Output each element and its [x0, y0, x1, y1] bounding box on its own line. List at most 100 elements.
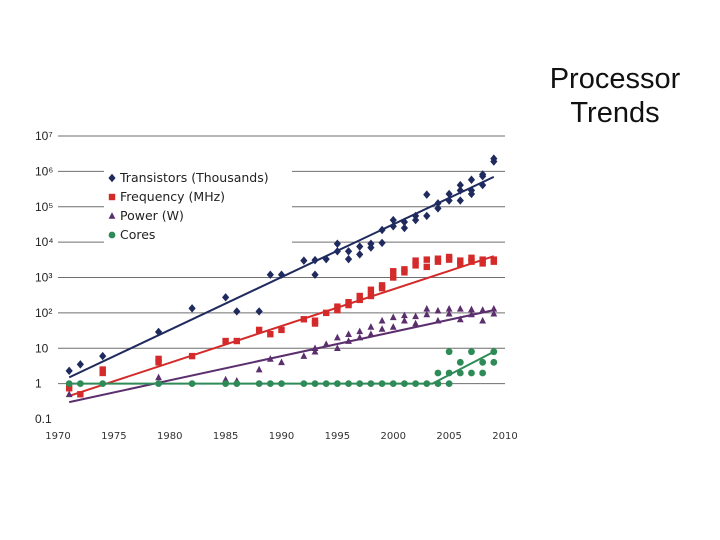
- data-point-triangle: [423, 305, 431, 312]
- data-point-square: [233, 337, 240, 345]
- data-point-diamond: [389, 222, 397, 231]
- data-point-triangle: [445, 309, 453, 317]
- data-point-circle: [188, 380, 196, 388]
- x-tick-label: 2005: [436, 431, 461, 442]
- data-point-diamond: [378, 238, 386, 248]
- data-point-square: [311, 320, 319, 327]
- data-point-triangle: [278, 358, 285, 366]
- trend-line-2: [68, 309, 495, 404]
- data-point-triangle: [65, 390, 73, 398]
- y-tick-label: 10⁷: [35, 129, 53, 143]
- data-point-circle: [456, 369, 464, 377]
- data-point-square: [323, 309, 330, 317]
- data-point-circle: [434, 380, 442, 388]
- data-point-triangle: [434, 306, 442, 314]
- legend-label: Transistors (Thousands): [119, 170, 269, 185]
- data-point-triangle: [300, 352, 308, 359]
- data-point-square: [77, 391, 84, 398]
- data-point-diamond: [333, 239, 341, 248]
- data-point-square: [490, 258, 498, 265]
- data-point-diamond: [333, 247, 341, 256]
- data-point-diamond: [479, 170, 487, 179]
- data-point-square: [468, 254, 475, 262]
- x-tick-label: 1980: [157, 431, 182, 442]
- data-point-circle: [412, 380, 419, 388]
- data-point-square: [188, 352, 196, 360]
- data-point-triangle: [311, 347, 319, 355]
- data-point-circle: [468, 348, 475, 356]
- data-point-circle: [222, 380, 230, 388]
- data-point-triangle: [378, 316, 386, 324]
- y-tick-label: 10⁴: [35, 235, 54, 249]
- data-point-diamond: [154, 327, 163, 337]
- legend-label: Power (W): [120, 208, 184, 223]
- data-point-square: [334, 303, 341, 310]
- data-point-diamond: [445, 196, 453, 205]
- slide-title-line2: Trends: [570, 97, 660, 129]
- x-tick-label: 1975: [101, 431, 126, 442]
- slide-title: Processor Trends: [520, 62, 710, 130]
- data-point-square: [412, 262, 419, 269]
- data-point-square: [155, 355, 162, 363]
- data-point-circle: [155, 380, 162, 388]
- data-point-triangle: [434, 316, 442, 324]
- data-point-diamond: [412, 215, 420, 225]
- data-point-triangle: [490, 305, 498, 312]
- data-point-circle: [445, 348, 453, 356]
- y-tick-label: 0.1: [35, 412, 52, 426]
- y-tick-label: 10⁵: [35, 200, 53, 214]
- data-point-diamond: [344, 254, 353, 264]
- data-point-diamond: [76, 360, 84, 369]
- data-point-triangle: [378, 325, 386, 332]
- data-point-square: [423, 256, 430, 263]
- data-point-triangle: [468, 310, 475, 318]
- data-point-diamond: [255, 307, 263, 316]
- data-point-triangle: [367, 330, 375, 337]
- data-point-triangle: [389, 313, 397, 321]
- data-point-diamond: [434, 204, 442, 213]
- data-point-square: [99, 366, 106, 373]
- data-point-square: [99, 369, 106, 377]
- data-point-circle: [479, 358, 487, 366]
- data-point-circle: [278, 380, 285, 388]
- data-point-triangle: [412, 312, 419, 320]
- legend-layer: Transistors (Thousands) Frequency (MHz) Po…: [104, 164, 292, 252]
- legend-label: Frequency (MHz): [120, 189, 225, 204]
- data-point-diamond: [445, 189, 453, 199]
- data-point-triangle: [356, 327, 364, 335]
- data-point-square: [345, 301, 352, 309]
- data-point-diamond: [456, 186, 464, 195]
- data-point-diamond: [311, 255, 319, 265]
- data-point-triangle: [490, 309, 498, 317]
- data-point-triangle: [456, 315, 464, 323]
- data-point-square: [278, 326, 285, 334]
- axis-layer: 0.1 1 10 10² 10³ 10⁴ 10⁵ 10⁶ 10⁷ 1970 1975 1980 1985…: [35, 129, 518, 442]
- data-point-triangle: [479, 316, 487, 324]
- data-point-square: [367, 292, 375, 300]
- legend-background: [104, 164, 292, 252]
- data-point-square: [378, 284, 386, 292]
- data-point-square: [267, 330, 274, 338]
- data-point-circle: [468, 369, 475, 377]
- data-point-diamond: [188, 304, 196, 313]
- points-layer: [65, 154, 498, 398]
- y-tick-label: 10⁶: [35, 164, 53, 178]
- data-point-triangle: [311, 344, 319, 352]
- data-point-diamond: [311, 270, 319, 279]
- data-point-diamond: [99, 351, 107, 361]
- data-point-circle: [300, 380, 308, 388]
- data-point-diamond: [456, 180, 464, 190]
- data-point-triangle: [423, 310, 431, 318]
- data-point-diamond: [233, 307, 241, 316]
- data-point-circle: [333, 380, 341, 388]
- data-point-diamond: [277, 270, 286, 279]
- data-point-circle: [356, 380, 364, 388]
- data-point-square: [457, 257, 464, 264]
- data-point-diamond: [467, 175, 476, 184]
- data-point-square: [423, 263, 430, 271]
- data-point-diamond: [344, 247, 353, 256]
- data-point-circle: [445, 380, 453, 388]
- legend-marker: [108, 193, 116, 201]
- x-tick-label: 1990: [269, 431, 294, 442]
